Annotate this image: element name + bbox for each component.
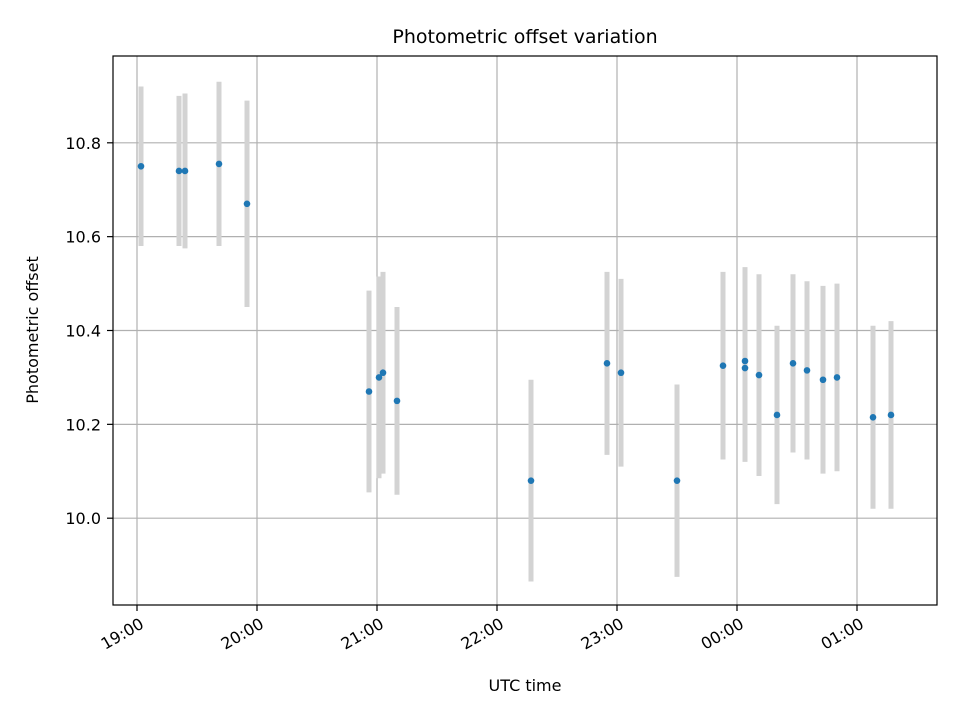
data-point [617,369,625,377]
chart-title: Photometric offset variation [392,26,657,48]
y-tick-label: 10.6 [65,228,101,247]
data-point [603,360,611,367]
data-point [773,411,781,419]
data-point [673,477,681,484]
data-point [379,369,387,377]
data-point [215,160,223,168]
data-point [181,167,189,175]
data-point [819,376,827,384]
y-tick-label: 10.2 [65,415,101,434]
data-point [393,397,401,405]
y-tick-label: 10.8 [65,134,101,153]
y-tick-label: 10.4 [65,322,101,341]
data-point [365,388,373,395]
y-axis-ticks: 10.0 10.2 10.4 10.6 10.8 [65,134,113,528]
y-tick-label: 10.0 [65,509,101,528]
data-point [175,167,183,175]
data-point [803,367,811,374]
data-point [527,477,535,484]
data-point [833,374,841,381]
data-point [869,414,877,421]
data-point [755,371,763,379]
data-point [741,364,749,372]
data-point [887,411,895,419]
data-point-layer [137,160,895,484]
y-axis-label: Photometric offset [23,256,42,404]
grid-layer [113,56,937,605]
data-point [137,162,145,170]
data-point [789,360,797,367]
data-point [375,374,383,381]
x-axis-label: UTC time [489,676,562,695]
data-point [243,200,251,208]
data-point [741,357,749,365]
data-point [719,362,727,369]
